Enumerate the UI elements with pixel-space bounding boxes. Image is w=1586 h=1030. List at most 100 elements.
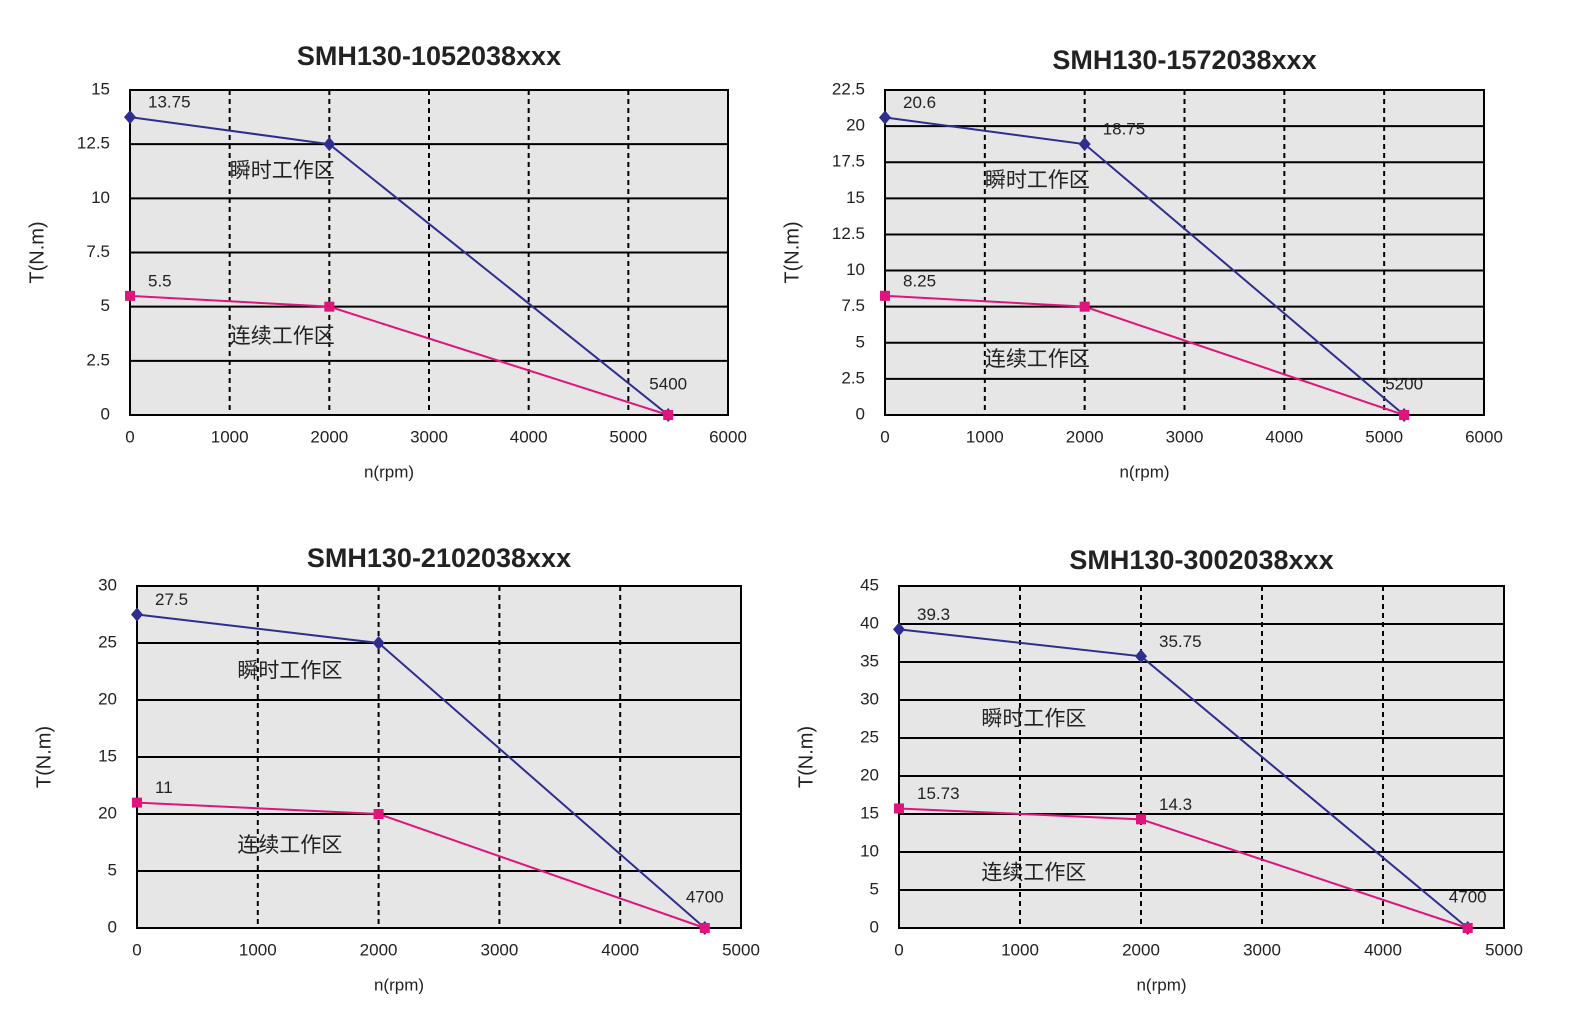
y-tick-label: 15 — [98, 746, 117, 765]
y-tick-label: 0 — [101, 404, 110, 423]
marker — [1136, 814, 1146, 825]
marker — [131, 607, 143, 622]
y-tick-label: 10 — [846, 260, 865, 279]
x-tick-label: 1000 — [211, 427, 249, 446]
y-tick-label: 0 — [108, 917, 117, 936]
y-tick-label: 5 — [101, 296, 110, 315]
x-axis-label: n(rpm) — [374, 975, 424, 994]
plot-border — [136, 585, 742, 929]
y-axis-label: T(N.m) — [781, 221, 803, 283]
y-tick-label: 20 — [860, 765, 879, 784]
x-tick-label: 1000 — [239, 940, 277, 959]
region-label: 连续工作区 — [237, 833, 342, 857]
x-tick-label: 0 — [132, 940, 141, 959]
y-tick-label: 5 — [856, 332, 865, 351]
y-tick-label: 15 — [860, 803, 879, 822]
plot-border — [884, 89, 1485, 416]
y-tick-label: 25 — [98, 632, 117, 651]
x-axis-label: n(rpm) — [364, 462, 414, 481]
chart-title: SMH130-3002038xxx — [1069, 545, 1333, 575]
region-label: 连续工作区 — [230, 324, 335, 348]
x-tick-label: 3000 — [1243, 940, 1281, 959]
y-tick-label: 45 — [860, 575, 879, 594]
y-tick-label: 0 — [856, 404, 865, 423]
x-tick-label: 5000 — [722, 940, 760, 959]
y-tick-label: 20 — [98, 689, 117, 708]
data-label: 39.3 — [917, 605, 950, 624]
plot-border — [129, 89, 729, 416]
y-tick-label: 15 — [846, 188, 865, 207]
marker — [1079, 301, 1090, 312]
y-tick-label: 25 — [860, 727, 879, 746]
end-label: 5200 — [1385, 374, 1423, 393]
y-tick-label: 5 — [108, 860, 117, 879]
region-label: 连续工作区 — [985, 347, 1090, 371]
data-label: 11 — [155, 778, 173, 797]
y-tick-label: 30 — [98, 575, 117, 594]
region-label: 瞬时工作区 — [985, 168, 1090, 192]
y-tick-label: 30 — [860, 689, 879, 708]
y-tick-label: 0 — [870, 917, 879, 936]
marker — [699, 923, 710, 933]
end-label: 4700 — [1449, 887, 1487, 906]
region-label: 瞬时工作区 — [237, 659, 342, 683]
marker — [132, 797, 142, 808]
chart-title: SMH130-1052038xxx — [297, 41, 561, 71]
x-tick-label: 0 — [894, 940, 903, 959]
x-axis-label: n(rpm) — [1119, 462, 1169, 481]
data-label: 14.3 — [1159, 795, 1192, 814]
plot-border — [898, 585, 1505, 929]
marker — [880, 290, 890, 301]
region-label: 连续工作区 — [981, 860, 1086, 884]
x-tick-label: 2000 — [310, 427, 348, 446]
x-axis-label: n(rpm) — [1136, 975, 1186, 994]
y-tick-label: 10 — [860, 841, 879, 860]
y-tick-label: 2.5 — [86, 350, 110, 369]
x-tick-label: 0 — [125, 427, 134, 446]
x-tick-label: 2000 — [1122, 940, 1160, 959]
marker — [373, 809, 384, 819]
marker — [324, 301, 335, 312]
marker — [663, 410, 674, 420]
data-label: 15.73 — [917, 784, 960, 803]
end-label: 4700 — [686, 887, 724, 906]
y-tick-label: 7.5 — [841, 296, 865, 315]
region-label: 瞬时工作区 — [230, 158, 335, 182]
data-label: 27.5 — [155, 590, 188, 609]
x-tick-label: 4000 — [1364, 940, 1402, 959]
x-tick-label: 3000 — [480, 940, 518, 959]
marker — [323, 137, 336, 152]
x-tick-label: 3000 — [410, 427, 448, 446]
marker — [372, 636, 385, 650]
y-tick-label: 35 — [860, 651, 879, 670]
x-tick-label: 5000 — [609, 427, 647, 446]
y-tick-label: 2.5 — [841, 368, 865, 387]
x-tick-label: 4000 — [510, 427, 548, 446]
y-tick-label: 10 — [91, 188, 110, 207]
x-tick-label: 2000 — [1066, 427, 1104, 446]
chart-title: SMH130-1572038xxx — [1052, 45, 1316, 75]
x-tick-label: 0 — [880, 427, 889, 446]
data-label: 8.25 — [903, 271, 936, 290]
x-tick-label: 1000 — [966, 427, 1004, 446]
x-tick-label: 6000 — [1465, 427, 1503, 446]
x-tick-label: 6000 — [709, 427, 747, 446]
marker — [1399, 410, 1410, 420]
y-tick-label: 20 — [846, 116, 865, 135]
y-tick-label: 22.5 — [832, 79, 865, 98]
data-label: 20.6 — [903, 93, 936, 112]
chart-title: SMH130-2102038xxx — [307, 543, 571, 573]
marker — [125, 290, 135, 301]
end-label: 5400 — [649, 374, 687, 393]
y-tick-label: 12.5 — [77, 134, 110, 153]
y-tick-label: 7.5 — [86, 242, 110, 261]
y-axis-label: T(N.m) — [33, 726, 55, 788]
data-label: 18.75 — [1103, 120, 1146, 139]
y-tick-label: 15 — [91, 79, 110, 98]
data-label: 13.75 — [148, 93, 191, 112]
x-tick-label: 1000 — [1001, 940, 1039, 959]
marker — [879, 110, 891, 125]
y-tick-label: 5 — [870, 879, 879, 898]
y-axis-label: T(N.m) — [26, 221, 48, 283]
